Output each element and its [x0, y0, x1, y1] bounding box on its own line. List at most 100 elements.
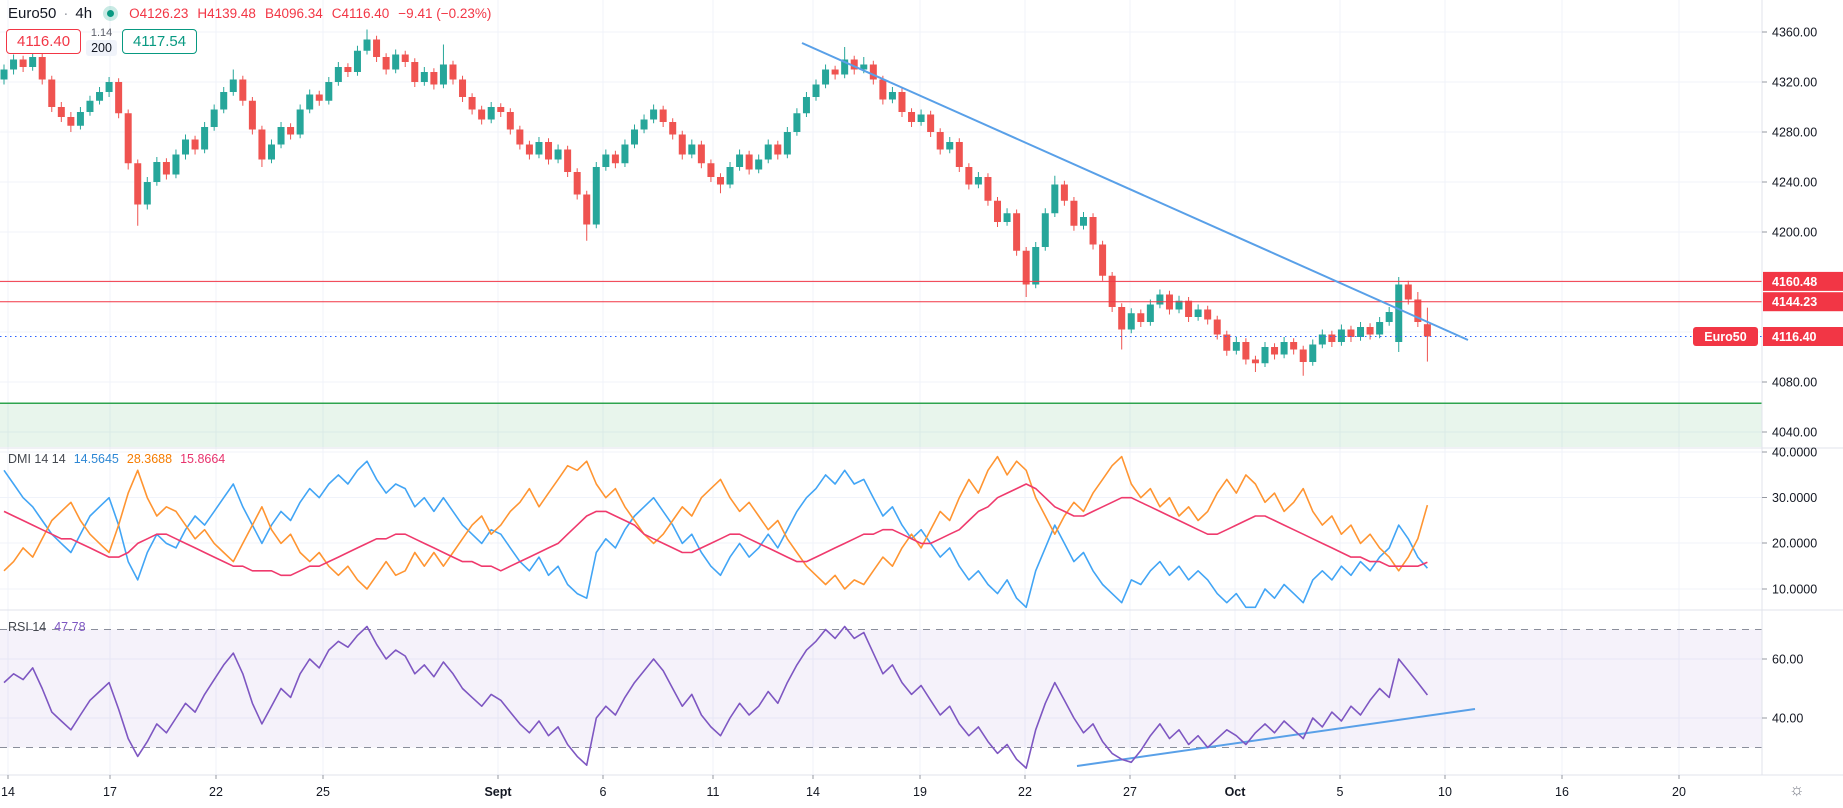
- candles-layer: [0, 29, 1431, 376]
- candle-body: [516, 129, 524, 145]
- rsi-trendline[interactable]: [1076, 708, 1476, 767]
- candle-body: [736, 154, 744, 167]
- candle-body: [812, 84, 820, 97]
- candle-body: [1022, 250, 1030, 285]
- time-tick-label: 14: [806, 785, 820, 799]
- dmi-adx-line: [3, 483, 1428, 577]
- market-status-icon[interactable]: [103, 6, 119, 21]
- candle-body: [611, 154, 619, 164]
- candle-body: [860, 64, 868, 70]
- price-tick-label: 4080.00: [1772, 376, 1817, 390]
- candle-body: [927, 114, 935, 132]
- main-trendline[interactable]: [801, 42, 1469, 341]
- candle-body: [755, 159, 763, 170]
- candle-body: [535, 142, 543, 155]
- candle-body: [506, 112, 514, 130]
- candle-body: [497, 107, 505, 112]
- support-zone[interactable]: [0, 402, 1762, 447]
- candle-body: [774, 144, 782, 155]
- candle-body: [697, 144, 705, 164]
- ohlc-open: O4126.23: [129, 6, 189, 21]
- ohlc-change: −9.41 (−0.23%): [398, 6, 492, 21]
- candle-body: [344, 67, 352, 72]
- candle-body: [1041, 213, 1049, 247]
- rsi-line: [3, 625, 1429, 769]
- candle-body: [1357, 327, 1365, 337]
- last-price-box[interactable]: 4116.40: [6, 29, 82, 54]
- candle-body: [678, 134, 686, 155]
- candle-body: [1271, 347, 1279, 355]
- candle-body: [965, 167, 973, 185]
- price-levels[interactable]: [0, 280, 1762, 337]
- candle-body: [592, 167, 600, 225]
- time-tick-label: Oct: [1225, 785, 1247, 799]
- candle-body: [296, 109, 304, 135]
- candle-body: [1309, 344, 1317, 362]
- price-tick-label: 30.0000: [1772, 491, 1817, 505]
- candle-body: [1232, 342, 1240, 351]
- candle-body: [439, 64, 447, 85]
- candle-body: [124, 113, 132, 164]
- candle-body: [659, 109, 667, 122]
- candle-body: [1328, 334, 1336, 342]
- candle-body: [220, 92, 228, 110]
- candle-body: [1185, 300, 1193, 317]
- candle-body: [1204, 309, 1212, 320]
- svg-text:4116.40: 4116.40: [1772, 330, 1817, 344]
- candle-body: [153, 162, 161, 182]
- candle-body: [248, 100, 256, 130]
- candle-body: [478, 109, 486, 120]
- candle-body: [86, 100, 94, 112]
- ohlc-values: O4126.23 H4139.48 B4096.34 C4116.40 −9.4…: [129, 6, 491, 21]
- candle-body: [1013, 213, 1021, 251]
- candle-body: [1261, 347, 1269, 364]
- rsi-title[interactable]: RSI 14: [8, 620, 47, 634]
- candle-body: [306, 94, 314, 110]
- price-tick-label: 20.0000: [1772, 537, 1817, 551]
- candle-body: [850, 59, 858, 70]
- ma-length-chip[interactable]: 200: [86, 40, 117, 56]
- candle-body: [650, 109, 658, 120]
- timeframe-label[interactable]: 4h: [75, 5, 93, 22]
- candle-body: [67, 117, 75, 126]
- candle-body: [96, 92, 104, 101]
- time-tick-label: 17: [103, 785, 117, 799]
- candle-body: [783, 132, 791, 155]
- candle-body: [468, 97, 476, 110]
- candle-body: [602, 154, 610, 167]
- candle-body: [315, 94, 323, 101]
- candle-body: [382, 57, 390, 70]
- candle-body: [564, 149, 572, 172]
- candle-body: [143, 182, 151, 205]
- candle-body: [1423, 324, 1431, 337]
- candle-body: [583, 194, 591, 225]
- candle-body: [420, 72, 428, 82]
- candle-body: [1290, 342, 1298, 350]
- sun-icon[interactable]: ☼: [1789, 780, 1805, 799]
- ma-value-box[interactable]: 4117.54: [121, 29, 198, 54]
- candle-body: [1213, 319, 1221, 335]
- candle-body: [984, 177, 992, 201]
- time-tick-label: 6: [600, 785, 607, 799]
- price-status-boxes: 4116.40 1.14 200 4117.54: [6, 27, 198, 56]
- dmi-title[interactable]: DMI 14 14: [8, 452, 66, 466]
- price-scale[interactable]: 4360.00 4320.00 4280.00 4240.00 4200.00 4080.…: [1693, 26, 1843, 726]
- candle-body: [573, 172, 581, 195]
- time-scale[interactable]: 14 17 22 25 Sept 6 11 14 19 22 27 Oct 5 10 16 20: [1, 775, 1686, 799]
- candle-body: [191, 139, 199, 150]
- symbol-name[interactable]: Euro50: [8, 5, 57, 22]
- candle-body: [1414, 299, 1422, 322]
- candle-body: [162, 162, 170, 175]
- candle-body: [201, 127, 209, 150]
- candle-body: [716, 177, 724, 185]
- candle-body: [1118, 307, 1126, 330]
- candle-body: [172, 154, 180, 175]
- price-tick-label: 4320.00: [1772, 76, 1817, 90]
- time-tick-label: 27: [1123, 785, 1137, 799]
- candle-body: [994, 200, 1002, 222]
- candle-body: [1299, 349, 1307, 362]
- price-tick-label: 4200.00: [1772, 226, 1817, 240]
- symbol-legend: Euro50 · 4h O4126.23 H4139.48 B4096.34 C…: [8, 5, 491, 22]
- symbol-separator: ·: [63, 5, 69, 22]
